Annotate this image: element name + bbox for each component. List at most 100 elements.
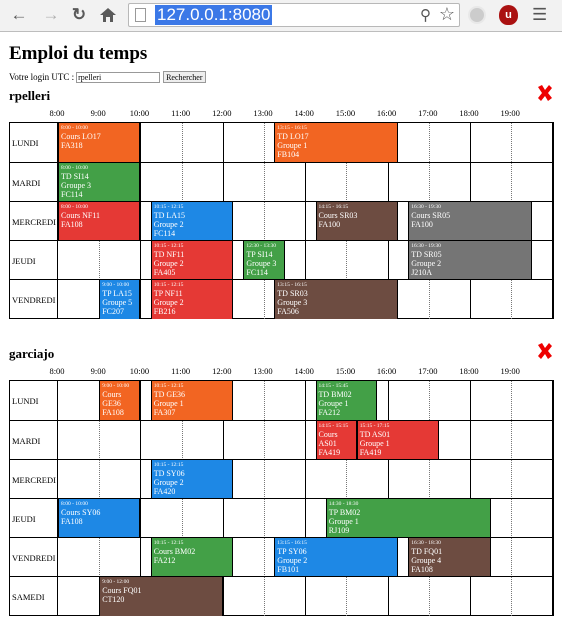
hour-label: 19:00	[500, 108, 520, 118]
browser-toolbar: ← → ↻ 127.0.0.1:8080 ⚲ ☆ u ☰	[0, 0, 562, 32]
course-event[interactable]: 8:00 - 10:00 Cours NF11 FA108	[58, 202, 141, 241]
page-content: Emploi du temps Votre login UTC : Recher…	[0, 33, 562, 619]
course-event[interactable]: 14:15 - 16:15 Cours SR03 FA100	[315, 202, 398, 241]
course-event[interactable]: 14:30 - 18:30 TP BM02 Groupe 1 RJ109	[325, 499, 491, 538]
course-event[interactable]: 13:15 - 16:15 TD SR03 Groupe 3 FA506	[274, 280, 398, 319]
event-detail: Cours LO17	[61, 132, 101, 141]
grid-line	[181, 123, 183, 162]
event-detail: FB104	[277, 150, 300, 159]
back-arrow-icon[interactable]: ←	[10, 5, 28, 24]
remove-schedule-icon[interactable]	[536, 342, 554, 360]
course-event[interactable]: 12:30 - 13:30 TP SI14 Groupe 3 FC114	[243, 241, 285, 280]
grid-line	[552, 163, 554, 202]
grid-line	[222, 123, 224, 162]
course-event[interactable]: 10:15 - 12:15 TD LA15 Groupe 2 FC114	[150, 202, 234, 241]
grid-line	[99, 538, 101, 577]
grid-line	[470, 577, 471, 616]
grid-line	[470, 163, 471, 202]
login-input[interactable]	[76, 71, 161, 83]
course-event[interactable]: 10:15 - 12:15 TD SY06 Groupe 2 FA420	[150, 460, 234, 499]
course-event[interactable]: 14:15 - 15:15 Cours AS01 FA419	[315, 421, 357, 460]
hour-label: 18:00	[459, 108, 479, 118]
zoom-magnifier-icon[interactable]: ⚲	[420, 7, 431, 24]
forward-arrow-icon[interactable]: →	[42, 5, 60, 24]
hour-label: 16:00	[376, 108, 397, 118]
grid-line	[552, 460, 554, 499]
course-event[interactable]: 16:30 - 18:30 TD FQ01 Groupe 4 FA108	[408, 538, 491, 577]
course-event[interactable]: 13:15 - 16:15 TD LO17 Groupe 1 FB104	[274, 123, 398, 162]
course-event[interactable]: 10:15 - 12:15 TP NF11 Groupe 2 FB216	[150, 280, 234, 319]
event-detail: FC114	[61, 190, 83, 199]
event-detail: Cours	[102, 390, 122, 399]
event-time: 10:15 - 12:15	[153, 383, 184, 389]
course-event[interactable]: 15:15 - 17:15 TD AS01 Groupe 1 FA419	[356, 421, 440, 460]
grid-line	[346, 460, 348, 499]
grid-line	[140, 381, 142, 420]
course-event[interactable]: 8:00 - 10:00 Cours SY06 FA108	[58, 499, 141, 538]
login-form: Votre login UTC : Rechercher	[9, 71, 206, 83]
grid-line	[305, 381, 307, 420]
course-event[interactable]: 13:15 - 16:15 TP SY06 Groupe 2 FB101	[274, 538, 398, 577]
course-event[interactable]: 9:00 - 12:00 Cours FQ01 CT120	[99, 577, 223, 616]
hour-label: 16:00	[376, 366, 397, 376]
day-row: LUNDI 9:00 - 10:00 Cours GE36 FA108 10:15 - 1…	[10, 381, 554, 420]
course-event[interactable]: 14:15 - 15:45 TD BM02 Groupe 1 FA212	[315, 381, 378, 420]
event-time: 16:30 - 18:30	[411, 540, 441, 546]
day-label: VENDREDI	[10, 280, 58, 319]
grid-line	[222, 421, 224, 460]
grid-line	[387, 381, 389, 420]
course-event[interactable]: 9:00 - 10:00 Cours GE36 FA108	[99, 381, 141, 420]
remove-schedule-icon[interactable]	[536, 84, 554, 102]
event-detail: GE36	[102, 399, 121, 408]
course-event[interactable]: 8:00 - 10:00 TD SI14 Groupe 3 FC114	[58, 163, 141, 202]
reload-icon[interactable]: ↻	[71, 5, 87, 24]
course-event[interactable]: 8:00 - 10:00 Cours LO17 FA318	[58, 123, 141, 162]
event-time: 10:15 - 12:15	[153, 282, 184, 288]
course-event[interactable]: 10:15 - 12:15 Cours BM02 FA212	[150, 538, 234, 577]
course-event[interactable]: 9:00 - 10:00 TP LA15 Groupe 5 FC207	[99, 280, 141, 319]
ublock-shield-icon[interactable]: u	[499, 5, 518, 25]
day-row: VENDREDI 9:00 - 10:00 TP LA15 Groupe 5 FC207…	[10, 279, 554, 319]
hour-label: 19:00	[500, 366, 520, 376]
grid-line	[552, 280, 554, 319]
grid-line	[428, 381, 430, 420]
grid-line	[264, 163, 265, 202]
course-event[interactable]: 10:15 - 12:15 TD NF11 Groupe 2 FA405	[150, 241, 234, 280]
course-event[interactable]: 16:30 - 19:30 Cours SR05 FA100	[408, 202, 532, 241]
grid-line	[511, 381, 513, 420]
grid-line	[387, 460, 389, 499]
grid-line	[264, 381, 265, 420]
grid-line	[511, 499, 513, 538]
grid-line	[264, 499, 265, 538]
grid-line	[552, 381, 554, 420]
event-detail: FA419	[359, 448, 382, 457]
address-url[interactable]: 127.0.0.1:8080	[155, 5, 273, 25]
grid-line	[552, 421, 554, 460]
bookmark-star-icon[interactable]: ☆	[438, 4, 455, 24]
event-detail: Groupe 3	[246, 259, 277, 268]
event-detail: Groupe 1	[153, 399, 184, 408]
menu-hamburger-icon[interactable]: ☰	[532, 5, 548, 24]
extension-profile-icon[interactable]	[468, 6, 486, 24]
day-row: LUNDI 8:00 - 10:00 Cours LO17 FA318 13:15 - …	[10, 123, 554, 162]
address-bar[interactable]: 127.0.0.1:8080 ⚲ ☆	[128, 3, 460, 27]
course-event[interactable]: 16:30 - 19:30 TD SR05 Groupe 2 J210A	[408, 241, 532, 280]
day-label: MARDI	[10, 163, 58, 202]
event-detail: FB216	[153, 307, 176, 316]
grid-line	[140, 241, 142, 280]
grid-line	[305, 241, 307, 280]
event-detail: FA212	[318, 408, 341, 417]
grid-line	[346, 577, 348, 616]
event-detail: TD GE36	[153, 390, 186, 399]
event-time: 13:15 - 16:15	[277, 282, 307, 288]
home-icon[interactable]	[97, 4, 119, 26]
event-detail: FA405	[153, 268, 176, 277]
search-button[interactable]: Rechercher	[163, 71, 206, 83]
grid-line	[428, 280, 430, 319]
page-document-icon	[135, 8, 146, 22]
hour-label: 11:00	[171, 108, 191, 118]
course-event[interactable]: 10:15 - 12:15 TD GE36 Groupe 1 FA307	[150, 381, 234, 420]
hour-label: 9:00	[90, 366, 106, 376]
grid-line	[511, 280, 513, 319]
event-detail: FA108	[61, 517, 83, 526]
